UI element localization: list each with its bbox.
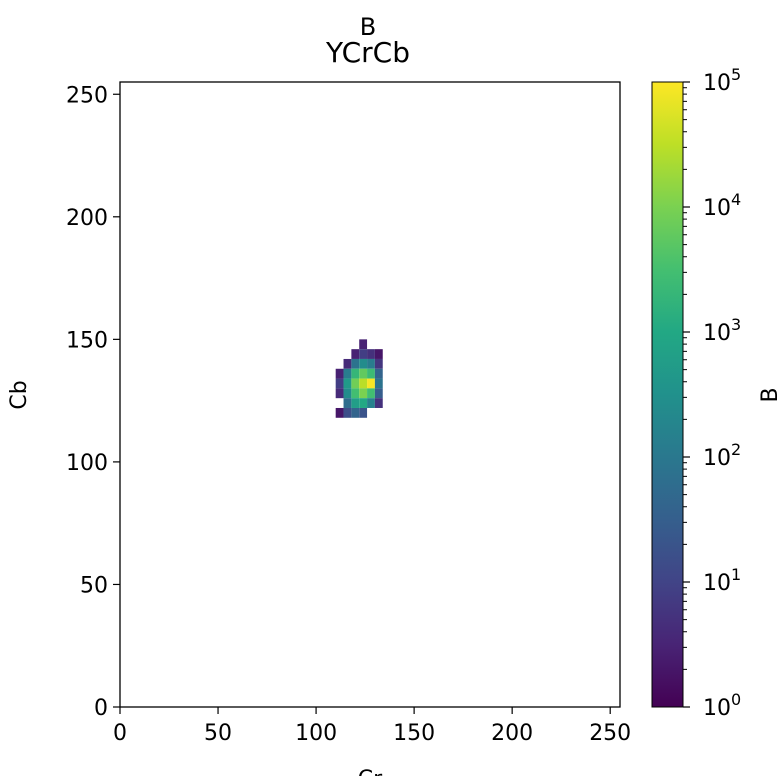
heatmap-cell xyxy=(343,378,352,389)
heatmap-cell xyxy=(359,378,368,389)
colorbar-tick-label: 101 xyxy=(703,565,741,596)
x-tick-label: 0 xyxy=(113,721,127,746)
heatmap-cell xyxy=(359,368,368,379)
heatmap-cell xyxy=(343,358,352,369)
heatmap-cell xyxy=(335,368,344,379)
heatmap-cell xyxy=(359,358,368,369)
heatmap-cell xyxy=(335,407,344,418)
colorbar-tick-label: 100 xyxy=(703,690,741,721)
x-tick-label: 200 xyxy=(491,721,533,746)
heatmap-cell xyxy=(374,398,383,408)
heatmap-cell xyxy=(335,388,344,399)
x-axis-label: Cr xyxy=(358,767,383,776)
heatmap-cell xyxy=(343,407,352,418)
colorbar xyxy=(651,81,684,708)
heatmap-cell xyxy=(359,407,368,418)
heatmap-cell xyxy=(351,368,360,379)
heatmap-cell xyxy=(359,349,368,359)
colorbar-tick-label: 102 xyxy=(703,440,741,471)
colorbar-label: B xyxy=(758,387,780,402)
colorbar-tick-label: 105 xyxy=(703,65,741,96)
heatmap-cell xyxy=(351,398,360,408)
heatmap-cell xyxy=(343,398,352,408)
heatmap-cell xyxy=(351,407,360,418)
heatmap-cell xyxy=(351,349,360,359)
colorbar-ticks: 100 101 102 103 104 105 xyxy=(683,65,741,721)
y-tick-label: 150 xyxy=(66,328,108,353)
chart-suptitle: B xyxy=(360,13,376,41)
y-axis-label: Cb xyxy=(7,380,32,409)
heatmap-cell xyxy=(351,378,360,389)
heatmap-cells xyxy=(335,339,383,418)
heatmap-cell xyxy=(367,378,375,389)
heatmap-cell xyxy=(367,388,375,399)
heatmap-cell xyxy=(367,398,375,408)
colorbar-tick-label: 104 xyxy=(703,190,741,221)
chart-title: YCrCb xyxy=(325,36,410,69)
y-tick-label: 0 xyxy=(94,696,108,721)
y-tick-label: 200 xyxy=(66,206,108,231)
heatmap-cell xyxy=(374,378,383,389)
heatmap-cell xyxy=(374,349,383,359)
heatmap-cell xyxy=(374,368,383,379)
heatmap-cell xyxy=(367,368,375,379)
y-tick-label: 50 xyxy=(80,573,108,598)
y-tick-label: 250 xyxy=(66,83,108,108)
heatmap-cell xyxy=(343,388,352,399)
y-tick-label: 100 xyxy=(66,451,108,476)
heatmap-cell xyxy=(374,388,383,399)
heatmap-cell xyxy=(351,358,360,369)
x-tick-label: 250 xyxy=(589,721,631,746)
y-axis: 0 50 100 150 200 250 xyxy=(66,83,120,721)
heatmap-cell xyxy=(335,378,344,389)
heatmap-cell xyxy=(343,368,352,379)
heatmap-cell xyxy=(367,358,375,369)
x-tick-label: 150 xyxy=(393,721,435,746)
heatmap-cell xyxy=(359,398,368,408)
x-tick-label: 100 xyxy=(295,721,337,746)
x-tick-label: 50 xyxy=(204,721,232,746)
heatmap-cell xyxy=(359,388,368,399)
heatmap-cell xyxy=(374,358,383,369)
heatmap-cell xyxy=(351,388,360,399)
plot-frame xyxy=(119,81,621,708)
colorbar-tick-label: 103 xyxy=(703,315,741,346)
heatmap-cell xyxy=(367,349,375,359)
heatmap-cell xyxy=(359,339,368,350)
x-axis: 0 50 100 150 200 250 xyxy=(113,707,631,746)
